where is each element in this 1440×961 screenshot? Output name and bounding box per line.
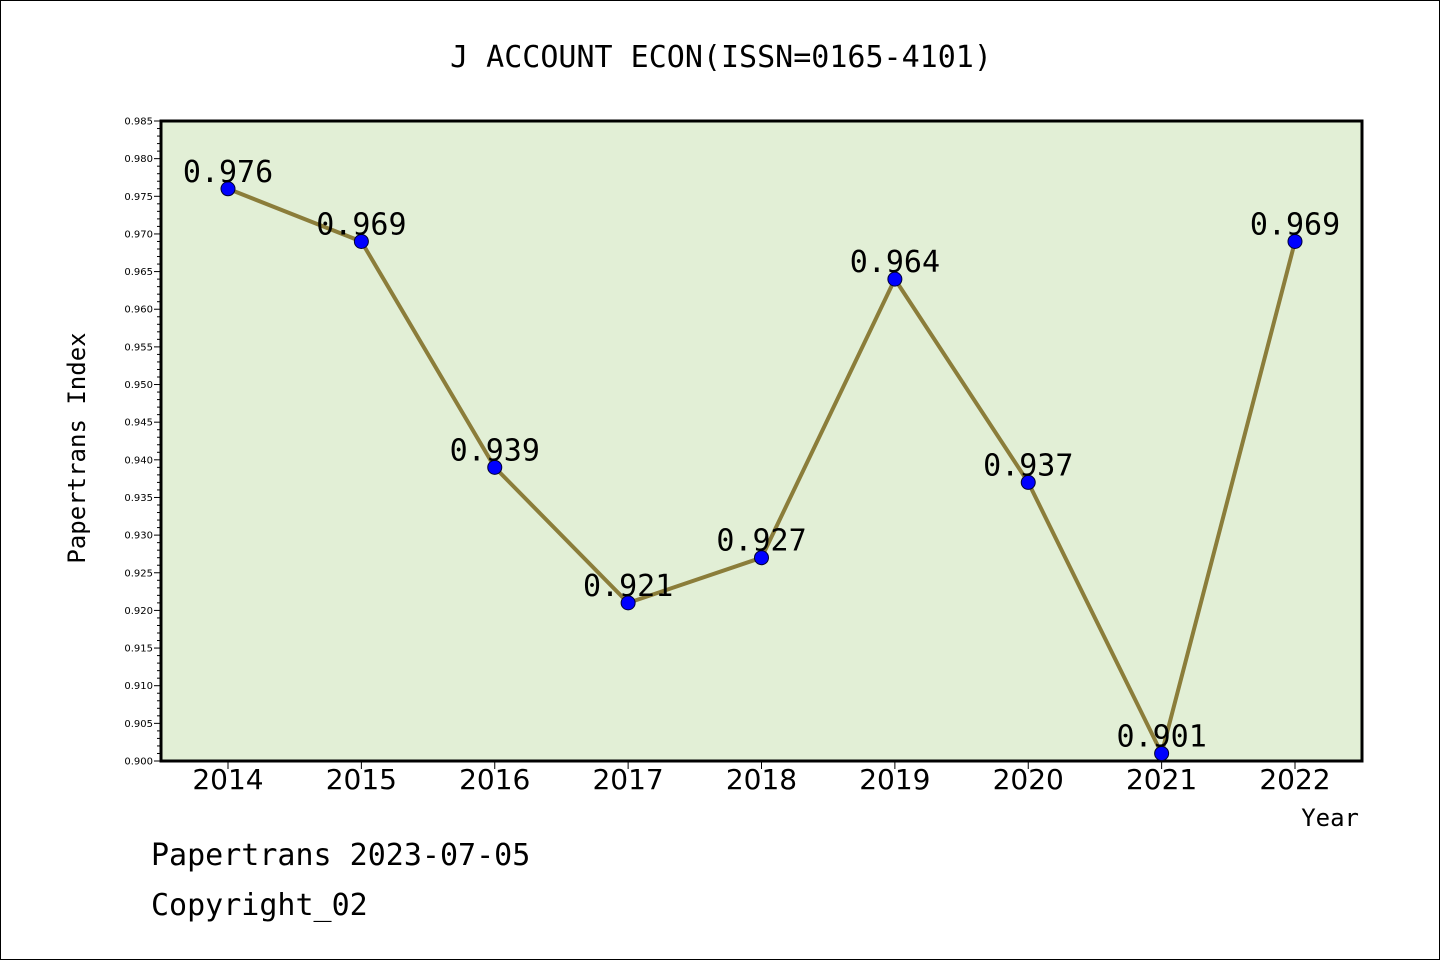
data-point bbox=[353, 233, 369, 249]
x-tick-label: 2018 bbox=[726, 763, 797, 796]
data-point bbox=[1020, 474, 1036, 490]
x-tick-label: 2016 bbox=[459, 763, 530, 796]
y-tick-label: 0.980 bbox=[124, 154, 153, 165]
y-axis-label: Papertrans Index bbox=[63, 332, 91, 563]
data-point bbox=[1287, 233, 1303, 249]
y-tick-label: 0.955 bbox=[124, 342, 153, 353]
x-tick-label: 2020 bbox=[993, 763, 1064, 796]
footer-date: Papertrans 2023-07-05 bbox=[151, 838, 530, 873]
data-label: 0.939 bbox=[450, 433, 540, 468]
y-tick-label: 0.935 bbox=[124, 493, 153, 504]
data-label: 0.921 bbox=[583, 569, 673, 604]
y-tick-label: 0.960 bbox=[124, 305, 153, 316]
x-tick-label: 2014 bbox=[192, 763, 263, 796]
y-tick-label: 0.930 bbox=[124, 531, 153, 542]
y-tick-label: 0.915 bbox=[124, 644, 153, 655]
chart-title: J ACCOUNT ECON(ISSN=0165-4101) bbox=[450, 40, 992, 75]
data-point bbox=[487, 459, 503, 475]
y-tick-label: 0.910 bbox=[124, 681, 153, 692]
y-tick-label: 0.900 bbox=[124, 757, 153, 768]
x-axis: 2014 2015 2016 2017 2018 2019 2020 2021 2022 bbox=[192, 761, 1331, 796]
data-label: 0.969 bbox=[1250, 207, 1340, 242]
y-tick-label: 0.925 bbox=[124, 568, 153, 579]
footer-copyright: Copyright_02 bbox=[151, 888, 368, 923]
y-tick-label: 0.965 bbox=[124, 267, 153, 278]
y-tick-label: 0.905 bbox=[124, 719, 153, 730]
x-tick-label: 2021 bbox=[1126, 763, 1197, 796]
data-point bbox=[1154, 745, 1170, 761]
data-point bbox=[220, 181, 236, 197]
y-tick-label: 0.970 bbox=[124, 229, 153, 240]
x-tick-label: 2019 bbox=[859, 763, 930, 796]
data-point bbox=[754, 550, 769, 566]
data-label: 0.976 bbox=[183, 155, 273, 190]
plot-area bbox=[159, 119, 1364, 763]
y-tick-label: 0.920 bbox=[124, 606, 153, 617]
x-axis-label: Year bbox=[1301, 804, 1359, 832]
data-label: 0.964 bbox=[850, 245, 940, 280]
y-tick-label: 0.975 bbox=[124, 192, 153, 203]
y-tick-label: 0.985 bbox=[124, 117, 153, 128]
x-tick-label: 2022 bbox=[1259, 763, 1330, 796]
data-label: 0.901 bbox=[1116, 719, 1206, 754]
series-layer: 0.976 0.969 0.939 0.921 0.927 0.964 0.937 0.901… bbox=[183, 155, 1340, 761]
y-tick-label: 0.945 bbox=[124, 418, 153, 429]
data-point bbox=[887, 271, 903, 287]
y-axis: 0.900 0.905 0.910 0.915 0.920 0.925 0.930 0.935… bbox=[124, 117, 161, 768]
y-tick-label: 0.940 bbox=[124, 455, 153, 466]
data-label: 0.937 bbox=[983, 448, 1073, 483]
y-tick-label: 0.950 bbox=[124, 380, 153, 391]
x-tick-label: 2015 bbox=[326, 763, 397, 796]
data-label: 0.969 bbox=[316, 207, 406, 242]
data-point bbox=[620, 595, 636, 611]
x-tick-label: 2017 bbox=[592, 763, 663, 796]
data-label: 0.927 bbox=[716, 524, 806, 559]
